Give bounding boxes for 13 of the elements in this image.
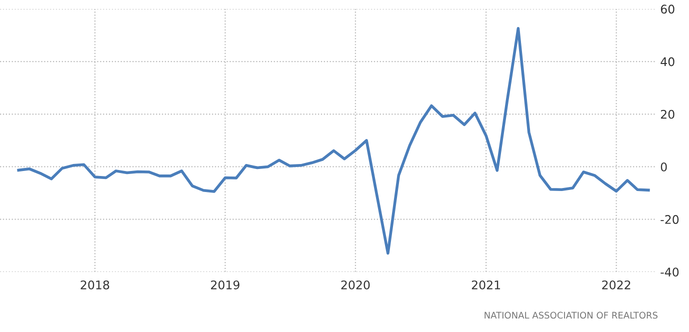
y-tick-label: 60 bbox=[660, 4, 674, 14]
x-tick-label: 2018 bbox=[80, 280, 110, 290]
x-tick-label: 2019 bbox=[211, 280, 240, 290]
x-tick-label: 2021 bbox=[472, 280, 500, 290]
y-tick-label: 20 bbox=[660, 110, 674, 119]
x-tick-label: 2020 bbox=[341, 280, 370, 290]
y-tick-label: -40 bbox=[660, 268, 679, 277]
text: NATIONAL ASSOCIATION OF REALTORS bbox=[484, 312, 658, 319]
y-tick-label: -20 bbox=[660, 215, 679, 224]
line-series bbox=[17, 27, 650, 255]
y-tick-label: 0 bbox=[660, 162, 667, 172]
y-tick-label: 40 bbox=[660, 57, 674, 66]
x-tick-label: 2022 bbox=[602, 280, 630, 290]
